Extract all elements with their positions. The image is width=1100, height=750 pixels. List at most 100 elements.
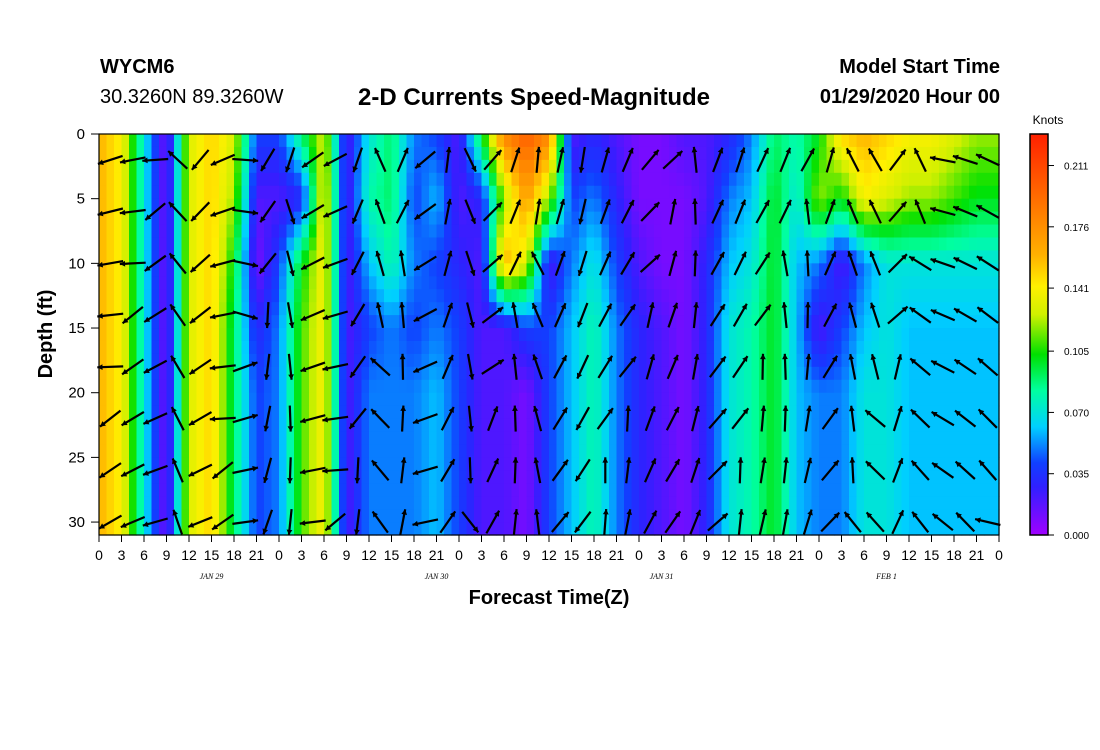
- heatmap-cell: [676, 379, 685, 394]
- heatmap-cell: [399, 224, 408, 239]
- heatmap-cell: [541, 328, 550, 342]
- heatmap-cell: [976, 237, 985, 252]
- heatmap-cell: [286, 237, 295, 252]
- heatmap-cell: [856, 172, 865, 187]
- heatmap-cell: [594, 496, 603, 510]
- heatmap-cell: [309, 237, 318, 252]
- heatmap-cell: [699, 483, 708, 497]
- heatmap-cell: [751, 431, 760, 446]
- heatmap-cell: [504, 172, 513, 187]
- heatmap-cell: [916, 328, 925, 342]
- heatmap-cell: [549, 263, 558, 277]
- heatmap-cell: [196, 289, 205, 303]
- heatmap-cell: [256, 470, 265, 484]
- heatmap-cell: [541, 237, 550, 252]
- heatmap-cell: [541, 134, 550, 148]
- heatmap-cell: [579, 483, 588, 497]
- current-arrow-head: [848, 354, 855, 360]
- heatmap-cell: [549, 392, 558, 407]
- heatmap-cell: [759, 496, 768, 510]
- heatmap-cell: [459, 237, 468, 252]
- heatmap-cell: [526, 172, 535, 187]
- heatmap-cell: [721, 263, 730, 277]
- heatmap-cell: [504, 159, 513, 174]
- heatmap-cell: [444, 315, 453, 329]
- heatmap-cell: [481, 392, 490, 407]
- heatmap-cell: [744, 263, 753, 277]
- current-arrow-head: [301, 213, 308, 219]
- heatmap-cell: [639, 522, 648, 536]
- heatmap-cell: [691, 509, 700, 523]
- heatmap-cell: [421, 431, 430, 446]
- current-arrow-head: [97, 364, 103, 370]
- heatmap-cell: [849, 134, 858, 148]
- heatmap-cell: [174, 431, 183, 446]
- heatmap-cell: [714, 289, 723, 303]
- heatmap-cell: [316, 276, 325, 290]
- heatmap-cell: [879, 134, 888, 148]
- heatmap-cell: [114, 418, 123, 433]
- heatmap-cell: [639, 392, 648, 407]
- heatmap-cell: [901, 185, 910, 200]
- heatmap-cell: [534, 353, 543, 368]
- heatmap-cell: [511, 224, 520, 239]
- heatmap-cell: [624, 289, 633, 303]
- heatmap-cell: [669, 405, 678, 420]
- heatmap-cell: [699, 522, 708, 536]
- heatmap-cell: [481, 418, 490, 433]
- heatmap-cell: [571, 418, 580, 433]
- heatmap-cell: [166, 237, 175, 252]
- heatmap-cell: [909, 263, 918, 277]
- heatmap-cell: [534, 211, 543, 226]
- heatmap-cell: [511, 379, 520, 394]
- heatmap-cell: [631, 431, 640, 446]
- heatmap-cell: [489, 405, 498, 420]
- heatmap-cell: [286, 263, 295, 277]
- heatmap-cell: [174, 159, 183, 174]
- heatmap-cell: [489, 289, 498, 303]
- heatmap-cell: [429, 134, 438, 148]
- current-arrow-head: [515, 199, 521, 206]
- heatmap-cell: [406, 289, 415, 303]
- heatmap-cell: [939, 431, 948, 446]
- heatmap-cell: [436, 237, 445, 252]
- heatmap-cell: [669, 146, 678, 161]
- current-arrow-head: [169, 253, 176, 260]
- current-arrow-head: [649, 354, 656, 361]
- heatmap-cell: [496, 366, 505, 381]
- current-arrow-head: [534, 509, 540, 515]
- heatmap-cell: [744, 444, 753, 458]
- heatmap-cell: [474, 134, 483, 148]
- heatmap-cell: [834, 496, 843, 510]
- heatmap-cell: [414, 134, 423, 148]
- heatmap-cell: [196, 405, 205, 420]
- heatmap-cell: [331, 263, 340, 277]
- heatmap-cell: [961, 366, 970, 381]
- heatmap-cell: [721, 289, 730, 303]
- heatmap-cell: [751, 405, 760, 420]
- heatmap-cell: [466, 431, 475, 446]
- heatmap-cell: [361, 289, 370, 303]
- y-tick-label: 25: [68, 449, 85, 466]
- heatmap-cell: [271, 315, 280, 329]
- heatmap-cell: [729, 237, 738, 252]
- heatmap-cell: [474, 328, 483, 342]
- current-arrow-head: [783, 509, 790, 515]
- heatmap-cell: [639, 250, 648, 264]
- heatmap-cell: [826, 315, 835, 329]
- heatmap-cell: [856, 263, 865, 277]
- heatmap-cell: [511, 483, 520, 497]
- heatmap-cell: [841, 289, 850, 303]
- heatmap-cell: [444, 431, 453, 446]
- heatmap-cell: [451, 146, 460, 161]
- heatmap-cell: [676, 302, 685, 316]
- heatmap-cell: [616, 159, 625, 174]
- current-arrow-head: [189, 368, 196, 375]
- heatmap-cell: [481, 353, 490, 368]
- colorbar-tick-label: 0.105: [1064, 347, 1089, 358]
- heatmap-cell: [661, 276, 670, 290]
- heatmap-cell: [436, 457, 445, 471]
- heatmap-cell: [571, 172, 580, 187]
- heatmap-cell: [219, 224, 228, 239]
- heatmap-cell: [234, 496, 243, 510]
